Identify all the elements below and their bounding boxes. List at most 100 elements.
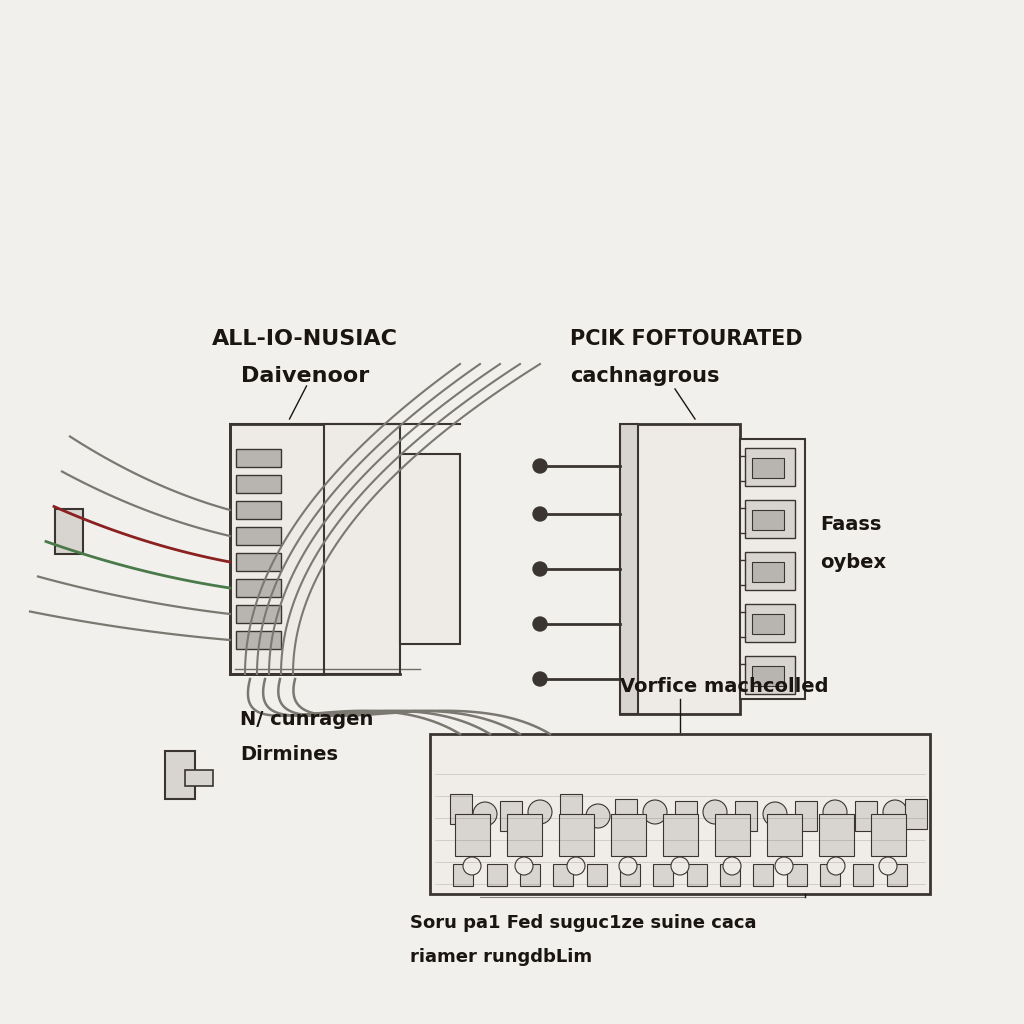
Bar bbox=[855, 801, 877, 831]
Bar bbox=[500, 801, 522, 831]
Bar bbox=[752, 666, 784, 686]
Bar bbox=[752, 614, 784, 634]
Bar bbox=[715, 814, 750, 856]
Bar bbox=[330, 631, 377, 649]
Bar bbox=[520, 864, 540, 886]
Bar bbox=[330, 553, 377, 571]
Bar bbox=[587, 864, 606, 886]
Circle shape bbox=[763, 802, 787, 826]
Bar bbox=[620, 864, 640, 886]
Bar bbox=[819, 814, 854, 856]
Text: Vorfice machcolled: Vorfice machcolled bbox=[620, 677, 828, 696]
Bar bbox=[430, 734, 930, 894]
Circle shape bbox=[473, 802, 497, 826]
Bar bbox=[559, 814, 594, 856]
Bar bbox=[820, 864, 840, 886]
Bar bbox=[767, 814, 802, 856]
Text: riamer rungdbLim: riamer rungdbLim bbox=[410, 948, 592, 966]
Circle shape bbox=[879, 857, 897, 874]
Bar bbox=[450, 794, 472, 824]
Bar bbox=[795, 801, 817, 831]
Circle shape bbox=[883, 800, 907, 824]
Circle shape bbox=[775, 857, 793, 874]
Bar bbox=[663, 814, 698, 856]
Bar bbox=[853, 864, 873, 886]
Bar bbox=[735, 801, 757, 831]
Text: Daivenoor: Daivenoor bbox=[241, 366, 369, 386]
Bar bbox=[553, 864, 573, 886]
Circle shape bbox=[528, 800, 552, 824]
Bar bbox=[786, 864, 807, 886]
Bar bbox=[330, 579, 377, 597]
Bar bbox=[236, 501, 281, 519]
Bar bbox=[330, 605, 377, 623]
Bar bbox=[400, 454, 460, 644]
Bar bbox=[55, 509, 83, 554]
Circle shape bbox=[823, 800, 847, 824]
Bar bbox=[330, 501, 377, 519]
Text: N/ cunragen: N/ cunragen bbox=[240, 710, 374, 729]
Bar bbox=[620, 424, 638, 714]
Bar bbox=[687, 864, 707, 886]
Bar bbox=[165, 751, 195, 799]
Bar bbox=[871, 814, 906, 856]
Bar bbox=[745, 449, 795, 486]
Circle shape bbox=[703, 800, 727, 824]
Text: PCIK FOFTOURATED: PCIK FOFTOURATED bbox=[570, 329, 803, 349]
Bar bbox=[330, 449, 377, 467]
Bar bbox=[236, 605, 281, 623]
Bar bbox=[185, 770, 213, 786]
Bar bbox=[675, 801, 697, 831]
Bar bbox=[720, 864, 740, 886]
Bar bbox=[236, 527, 281, 545]
Text: Faass: Faass bbox=[820, 515, 882, 535]
Bar bbox=[330, 527, 377, 545]
Bar bbox=[653, 864, 674, 886]
Bar bbox=[615, 799, 637, 829]
Bar bbox=[330, 475, 377, 493]
Bar bbox=[740, 439, 805, 699]
Text: cachnagrous: cachnagrous bbox=[570, 366, 720, 386]
Circle shape bbox=[463, 857, 481, 874]
Circle shape bbox=[723, 857, 741, 874]
Bar bbox=[611, 814, 646, 856]
Text: Dirmines: Dirmines bbox=[240, 745, 338, 764]
Bar bbox=[560, 794, 582, 824]
Circle shape bbox=[643, 800, 667, 824]
Bar bbox=[324, 424, 400, 674]
Bar bbox=[752, 458, 784, 478]
Bar bbox=[754, 864, 773, 886]
Text: oybex: oybex bbox=[820, 554, 886, 572]
Text: Soru pa1 Fed suguc1ze suine caca: Soru pa1 Fed suguc1ze suine caca bbox=[410, 914, 757, 932]
Bar bbox=[236, 631, 281, 649]
Bar bbox=[236, 449, 281, 467]
Bar bbox=[745, 656, 795, 694]
Circle shape bbox=[618, 857, 637, 874]
Circle shape bbox=[515, 857, 534, 874]
Bar bbox=[752, 562, 784, 582]
Circle shape bbox=[827, 857, 845, 874]
Bar bbox=[507, 814, 542, 856]
Bar bbox=[236, 579, 281, 597]
Bar bbox=[454, 864, 473, 886]
Circle shape bbox=[534, 562, 547, 575]
Circle shape bbox=[671, 857, 689, 874]
Bar bbox=[230, 424, 324, 674]
Bar bbox=[745, 604, 795, 642]
Circle shape bbox=[534, 507, 547, 521]
Bar bbox=[905, 799, 927, 829]
Bar bbox=[752, 510, 784, 530]
Bar bbox=[486, 864, 507, 886]
Circle shape bbox=[534, 617, 547, 631]
Bar bbox=[745, 500, 795, 538]
Bar bbox=[236, 553, 281, 571]
Circle shape bbox=[586, 804, 610, 828]
Text: ALL-IO-NUSIAC: ALL-IO-NUSIAC bbox=[212, 329, 398, 349]
Circle shape bbox=[534, 672, 547, 686]
Bar bbox=[236, 475, 281, 493]
Bar bbox=[620, 424, 740, 714]
Circle shape bbox=[567, 857, 585, 874]
Bar bbox=[745, 552, 795, 590]
Bar bbox=[455, 814, 490, 856]
Circle shape bbox=[534, 459, 547, 473]
